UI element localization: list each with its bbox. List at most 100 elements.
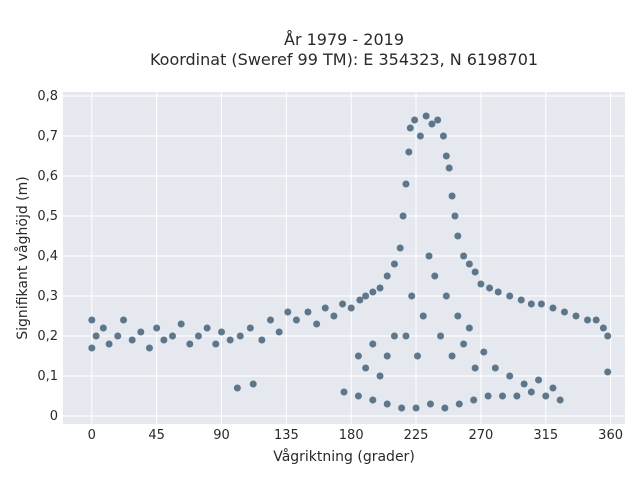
data-point [517, 296, 525, 304]
data-point [454, 232, 462, 240]
data-point [477, 280, 485, 288]
data-point [527, 300, 535, 308]
data-point [520, 380, 528, 388]
y-tick-label: 0,7 [37, 129, 58, 144]
x-tick-label: 180 [339, 428, 364, 443]
data-point [399, 212, 407, 220]
data-point [513, 392, 521, 400]
data-point [340, 388, 348, 396]
y-axis-label: Signifikant våghöjd (m) [14, 176, 31, 339]
data-point [246, 324, 254, 332]
data-point [376, 284, 384, 292]
data-point [527, 388, 535, 396]
data-point [114, 332, 122, 340]
data-points [88, 112, 612, 412]
data-point [321, 304, 329, 312]
data-point [460, 340, 468, 348]
data-point [535, 376, 543, 384]
data-point [390, 332, 398, 340]
data-point [354, 392, 362, 400]
data-point [292, 316, 300, 324]
data-point [398, 404, 406, 412]
y-tick-label: 0,2 [37, 329, 58, 344]
data-point [105, 340, 113, 348]
y-tick-label: 0,4 [37, 249, 58, 264]
data-point [92, 332, 100, 340]
data-point [153, 324, 161, 332]
data-point [354, 352, 362, 360]
data-point [556, 396, 564, 404]
data-point [369, 396, 377, 404]
data-point [145, 344, 153, 352]
data-point [376, 372, 384, 380]
data-point [572, 312, 580, 320]
data-point [484, 392, 492, 400]
data-point [402, 332, 410, 340]
data-point [428, 120, 436, 128]
data-point [506, 372, 514, 380]
data-point [486, 284, 494, 292]
y-tick-label: 0,8 [37, 89, 58, 104]
y-tick-label: 0,1 [37, 369, 58, 384]
data-point [275, 328, 283, 336]
data-point [369, 340, 377, 348]
data-point [480, 348, 488, 356]
data-point [313, 320, 321, 328]
data-point [465, 260, 473, 268]
chart-title: År 1979 - 2019 [284, 30, 404, 49]
data-point [448, 192, 456, 200]
y-tick-label: 0,3 [37, 289, 58, 304]
data-point [383, 352, 391, 360]
data-point [465, 324, 473, 332]
x-tick-label: 360 [598, 428, 623, 443]
chart-subtitle: Koordinat (Sweref 99 TM): E 354323, N 61… [150, 50, 538, 69]
data-point [412, 404, 420, 412]
data-point [362, 292, 370, 300]
x-axis-ticks: 0 45 90 135 180 225 270 315 360 [88, 428, 623, 443]
data-point [604, 368, 612, 376]
data-point [177, 320, 185, 328]
data-point [339, 300, 347, 308]
data-point [284, 308, 292, 316]
data-point [425, 252, 433, 260]
x-tick-label: 135 [274, 428, 299, 443]
data-point [212, 340, 220, 348]
data-point [584, 316, 592, 324]
data-point [249, 380, 257, 388]
data-point [405, 148, 413, 156]
data-point [186, 340, 194, 348]
grid-lines [63, 92, 625, 424]
data-point [258, 336, 266, 344]
x-tick-label: 45 [148, 428, 165, 443]
data-point [454, 312, 462, 320]
data-point [422, 112, 430, 120]
data-point [304, 308, 312, 316]
x-axis-label: Vågriktning (grader) [273, 448, 415, 465]
data-point [437, 332, 445, 340]
data-point [442, 292, 450, 300]
data-point [494, 288, 502, 296]
data-point [426, 400, 434, 408]
data-point [88, 344, 96, 352]
data-point [226, 336, 234, 344]
data-point [406, 124, 414, 132]
data-point [194, 332, 202, 340]
plot-area [63, 92, 625, 424]
data-point [471, 268, 479, 276]
data-point [120, 316, 128, 324]
data-point [99, 324, 107, 332]
data-point [236, 332, 244, 340]
data-point [416, 132, 424, 140]
data-point [330, 312, 338, 320]
data-point [537, 300, 545, 308]
data-point [455, 400, 463, 408]
data-point [396, 244, 404, 252]
data-point [491, 364, 499, 372]
data-point [441, 404, 449, 412]
x-tick-label: 0 [88, 428, 96, 443]
data-point [383, 272, 391, 280]
x-tick-label: 315 [533, 428, 558, 443]
data-point [599, 324, 607, 332]
data-point [411, 116, 419, 124]
data-point [233, 384, 241, 392]
